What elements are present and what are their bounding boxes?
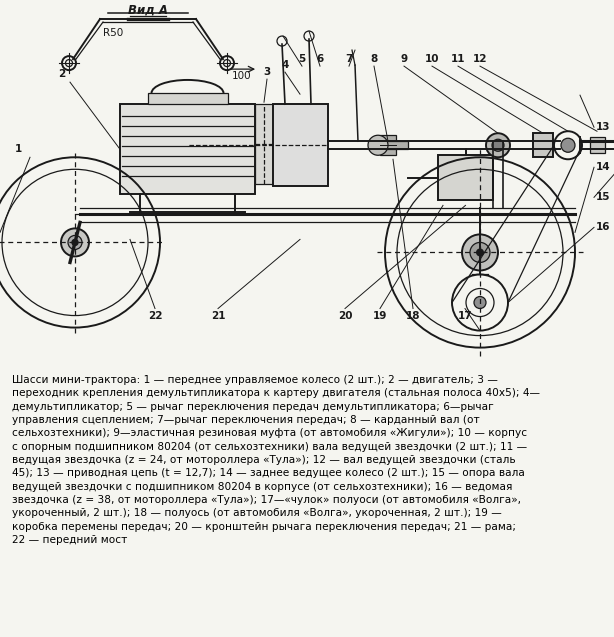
Text: 12: 12 bbox=[473, 54, 488, 64]
Text: 22: 22 bbox=[148, 311, 162, 320]
Circle shape bbox=[486, 133, 510, 157]
Text: 3: 3 bbox=[263, 67, 271, 77]
Circle shape bbox=[61, 229, 89, 257]
Text: 10: 10 bbox=[425, 54, 439, 64]
Text: 19: 19 bbox=[373, 311, 387, 320]
Text: Шасси мини-трактора: 1 — переднее управляемое колесо (2 шт.); 2 — двигатель; 3 —: Шасси мини-трактора: 1 — переднее управл… bbox=[12, 375, 540, 545]
Text: Вид А: Вид А bbox=[128, 4, 168, 17]
Bar bbox=[533, 133, 553, 157]
Text: 21: 21 bbox=[211, 311, 225, 320]
Text: 9: 9 bbox=[400, 54, 408, 64]
Text: 18: 18 bbox=[406, 311, 420, 320]
Text: 8: 8 bbox=[370, 54, 378, 64]
Text: 6: 6 bbox=[316, 54, 324, 64]
Bar bbox=[438, 155, 493, 201]
Bar bbox=[147, 93, 228, 104]
Circle shape bbox=[72, 240, 78, 245]
Bar bbox=[378, 141, 408, 149]
Bar bbox=[590, 137, 605, 154]
Bar bbox=[273, 104, 328, 186]
Text: 7: 7 bbox=[345, 54, 352, 64]
Text: 15: 15 bbox=[596, 192, 610, 203]
Text: 20: 20 bbox=[338, 311, 352, 320]
Text: 11: 11 bbox=[451, 54, 465, 64]
Circle shape bbox=[476, 248, 484, 257]
Circle shape bbox=[68, 236, 82, 250]
Circle shape bbox=[368, 135, 388, 155]
Text: 100: 100 bbox=[232, 71, 252, 81]
Text: 13: 13 bbox=[596, 122, 610, 132]
Text: R50: R50 bbox=[103, 28, 123, 38]
Text: 16: 16 bbox=[596, 222, 610, 233]
Text: 14: 14 bbox=[596, 162, 611, 172]
Circle shape bbox=[561, 138, 575, 152]
Bar bbox=[255, 104, 273, 184]
Bar bbox=[380, 135, 396, 155]
Text: 1: 1 bbox=[14, 144, 21, 154]
Circle shape bbox=[462, 234, 498, 271]
Text: 17: 17 bbox=[457, 311, 472, 320]
Text: 4: 4 bbox=[281, 60, 289, 70]
Text: 2: 2 bbox=[58, 69, 66, 79]
Circle shape bbox=[492, 140, 504, 151]
Text: 5: 5 bbox=[298, 54, 306, 64]
Bar bbox=[120, 104, 255, 194]
Circle shape bbox=[470, 243, 490, 262]
Circle shape bbox=[474, 296, 486, 308]
